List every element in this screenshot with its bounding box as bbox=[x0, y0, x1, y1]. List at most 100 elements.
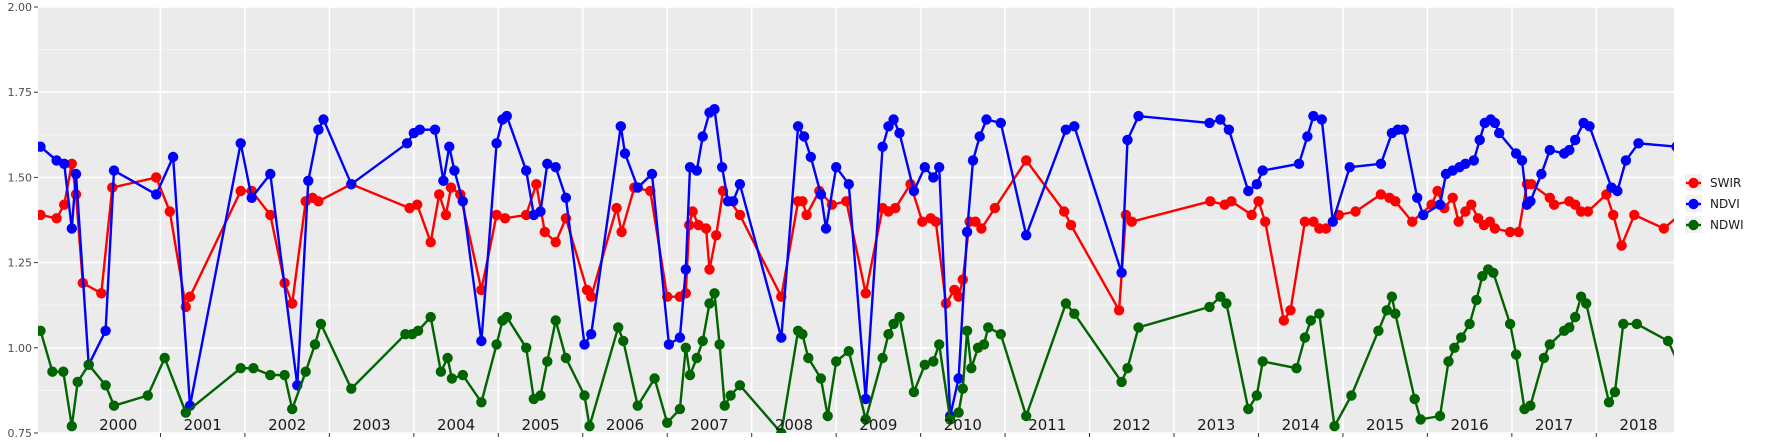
ndwi-point bbox=[1215, 291, 1226, 302]
swir-point bbox=[970, 216, 981, 227]
swir-point bbox=[1582, 206, 1594, 217]
swir-point bbox=[521, 209, 532, 221]
ndwi-point bbox=[725, 390, 736, 401]
ndvi-point bbox=[58, 158, 70, 169]
year-label-2002: 2002 bbox=[268, 416, 306, 434]
swir-point bbox=[704, 264, 715, 275]
swir-point bbox=[1278, 315, 1290, 326]
swir-point bbox=[445, 182, 457, 193]
swir-point bbox=[1390, 196, 1401, 207]
ndwi-point bbox=[1434, 410, 1446, 422]
ndwi-point bbox=[1443, 356, 1454, 367]
swir-point bbox=[491, 209, 502, 221]
year-labels: 2000 2001 2002 2003 2004 2005 2006 2007 2008 2009… bbox=[99, 416, 1657, 434]
ndvi-point bbox=[1257, 165, 1268, 176]
ndvi-point bbox=[151, 189, 162, 200]
ndwi-point bbox=[618, 335, 629, 347]
ndwi-point bbox=[945, 414, 956, 425]
ndvi-point bbox=[1293, 158, 1305, 169]
ndvi-point bbox=[586, 329, 597, 340]
ndvi-point bbox=[318, 114, 329, 125]
ndwi-point bbox=[719, 400, 730, 411]
ndvi-point bbox=[727, 196, 739, 207]
ndwi-point bbox=[315, 318, 327, 330]
ndwi-point bbox=[815, 373, 827, 384]
swir-point bbox=[1453, 216, 1464, 227]
ndwi-point bbox=[1603, 397, 1615, 408]
swir-point bbox=[989, 202, 1001, 214]
ndvi-point bbox=[820, 223, 832, 234]
swir-point bbox=[801, 209, 812, 221]
ndwi-point bbox=[108, 400, 120, 411]
year-label-2018: 2018 bbox=[1619, 416, 1657, 434]
swir-point bbox=[611, 202, 622, 214]
ndvi-point bbox=[438, 175, 449, 186]
ndwi-point bbox=[674, 403, 686, 415]
legend-label-ndvi: NDVI bbox=[1710, 197, 1740, 211]
ndvi-point bbox=[934, 162, 945, 173]
ndwi-point bbox=[1381, 305, 1393, 316]
swir-point bbox=[684, 219, 695, 231]
ndwi-point bbox=[1662, 335, 1674, 347]
ndvi-point bbox=[691, 165, 702, 176]
ndvi-point bbox=[716, 162, 728, 173]
ndwi-point bbox=[72, 376, 83, 388]
ndvi-point bbox=[995, 117, 1006, 129]
ndwi-point bbox=[442, 352, 453, 364]
ndvi-point bbox=[414, 124, 425, 135]
ndvi-point bbox=[457, 196, 468, 207]
ndwi-point bbox=[957, 383, 968, 394]
swir-point bbox=[440, 209, 452, 221]
ndvi-point bbox=[491, 138, 502, 149]
ndwi-point bbox=[1618, 318, 1629, 330]
swir-point bbox=[1447, 192, 1458, 203]
ndwi-point bbox=[265, 369, 276, 381]
ndvi-point bbox=[734, 179, 746, 190]
ndwi-point bbox=[1510, 349, 1522, 360]
year-label-2014: 2014 bbox=[1282, 416, 1320, 434]
ndvi-point bbox=[805, 151, 816, 163]
ndwi-point bbox=[709, 288, 720, 299]
x-axis bbox=[159, 433, 1597, 437]
swir-point bbox=[96, 288, 107, 299]
swir-point bbox=[1205, 196, 1216, 207]
ndvi-point bbox=[919, 162, 930, 173]
ndvi-point bbox=[1612, 185, 1623, 197]
swir-point bbox=[917, 216, 928, 227]
year-label-2000: 2000 bbox=[99, 416, 137, 434]
ndvi-point bbox=[1418, 209, 1429, 221]
swir-point bbox=[1526, 179, 1537, 190]
ndwi-point bbox=[704, 298, 715, 309]
ndwi-point bbox=[1257, 356, 1268, 367]
swir-point bbox=[1754, 227, 1764, 237]
ndvi-point bbox=[615, 121, 626, 132]
ndvi-point bbox=[1116, 267, 1127, 278]
ndwi-point bbox=[649, 373, 660, 384]
swir-point bbox=[164, 206, 175, 217]
ndwi-point bbox=[888, 318, 899, 330]
year-label-2009: 2009 bbox=[859, 416, 897, 434]
ndwi-point bbox=[309, 339, 321, 350]
swir-point bbox=[1020, 155, 1032, 166]
ndvi-point bbox=[877, 141, 888, 152]
ndwi-point bbox=[287, 403, 298, 415]
ndwi-point bbox=[550, 315, 561, 326]
ndwi-point bbox=[934, 339, 945, 350]
swir-point bbox=[58, 199, 70, 210]
swir-point bbox=[38, 209, 46, 221]
swir-point bbox=[499, 213, 511, 224]
ndwi-point bbox=[680, 342, 691, 353]
ndwi-point bbox=[734, 380, 746, 391]
ndvi-point bbox=[1223, 124, 1235, 135]
ndwi-point bbox=[1488, 267, 1499, 278]
legend-label-swir: SWIR bbox=[1710, 176, 1741, 190]
ndvi-point bbox=[1251, 179, 1263, 190]
ndvi-point bbox=[632, 182, 643, 193]
swir-point bbox=[1735, 312, 1745, 322]
swir-point bbox=[66, 158, 78, 169]
ndwi-point bbox=[1409, 393, 1420, 405]
ndwi-point bbox=[860, 414, 871, 425]
ndwi-point bbox=[235, 363, 246, 374]
swir-point bbox=[1253, 196, 1264, 207]
swir-legend-marker bbox=[1688, 177, 1699, 189]
